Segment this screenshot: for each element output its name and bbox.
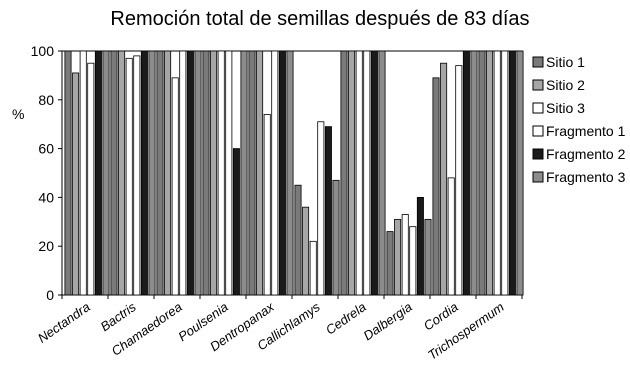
- bar: [462, 50, 470, 296]
- y-tick-label: 100: [31, 43, 55, 59]
- bar: [455, 65, 463, 296]
- x-tick-label: Dalbergia: [361, 299, 415, 343]
- bar: [355, 50, 363, 296]
- bar: [248, 50, 256, 296]
- bar: [317, 121, 325, 296]
- y-tick-label: 60: [38, 141, 54, 157]
- bar: [378, 50, 386, 296]
- chart-title: Remoción total de semillas después de 83…: [110, 8, 529, 30]
- bar: [179, 50, 187, 296]
- y-tick-label: 0: [46, 287, 54, 303]
- legend-label: Fragmento 1: [546, 123, 626, 139]
- bar: [210, 50, 218, 296]
- bar: [263, 114, 271, 296]
- legend-label: Fragmento 3: [546, 169, 626, 185]
- legend-label: Sitio 2: [546, 77, 585, 93]
- bar: [148, 50, 156, 296]
- bar: [501, 50, 509, 296]
- bar: [286, 50, 294, 296]
- bar: [133, 55, 141, 296]
- bar: [64, 50, 72, 296]
- bar: [94, 50, 102, 296]
- legend-swatch: [532, 171, 544, 183]
- x-tick-label: Cordia: [421, 299, 461, 333]
- bar: [271, 50, 279, 296]
- legend-swatch: [532, 125, 544, 137]
- bar: [140, 50, 148, 296]
- legend-label: Fragmento 2: [546, 146, 626, 162]
- bar: [508, 50, 516, 296]
- bar: [171, 77, 179, 296]
- legend-swatch: [532, 148, 544, 160]
- bar: [217, 50, 225, 296]
- bar: [186, 50, 194, 296]
- legend: Sitio 1 Sitio 2 Sitio 3 Fragmento 1 Fragment…: [532, 54, 626, 185]
- bar: [309, 240, 317, 296]
- y-tick-label: 20: [38, 238, 54, 254]
- bar: [394, 218, 402, 296]
- bar: [440, 62, 448, 296]
- bar: [478, 50, 486, 296]
- bar: [125, 57, 133, 296]
- bar: [493, 50, 501, 296]
- bar: [340, 50, 348, 296]
- bar: [278, 50, 286, 296]
- legend-swatch: [532, 102, 544, 114]
- bar: [516, 50, 524, 296]
- bar: [164, 50, 172, 296]
- bar: [470, 50, 478, 296]
- y-tick-label: 80: [38, 92, 54, 108]
- bar: [102, 50, 110, 296]
- bar: [79, 50, 87, 296]
- bar: [240, 50, 248, 296]
- legend-label: Sitio 1: [546, 54, 585, 70]
- legend-swatch: [532, 79, 544, 91]
- bar: [386, 231, 394, 296]
- bar: [118, 50, 126, 296]
- bar: [432, 77, 440, 296]
- bar: [156, 50, 164, 296]
- bar: [363, 50, 371, 296]
- bar: [486, 50, 494, 296]
- bar: [370, 50, 378, 296]
- legend-swatch: [532, 56, 544, 68]
- legend-label: Sitio 3: [546, 100, 585, 116]
- bar: [424, 218, 432, 296]
- bar: [256, 50, 264, 296]
- bar: [324, 126, 332, 296]
- y-axis-label: %: [12, 106, 24, 122]
- bar: [194, 50, 202, 296]
- bar: [447, 177, 455, 296]
- bar: [302, 206, 310, 296]
- bar: [348, 50, 356, 296]
- bar: [416, 196, 424, 296]
- bar: [110, 50, 118, 296]
- bar: [332, 179, 340, 296]
- bar: [294, 184, 302, 296]
- bar: [409, 226, 417, 296]
- bar: [232, 148, 240, 296]
- bar: [72, 72, 80, 296]
- bar: [202, 50, 210, 296]
- y-tick-label: 40: [38, 189, 54, 205]
- bar: [401, 214, 409, 296]
- bar: [225, 50, 233, 296]
- bar: [87, 62, 95, 296]
- x-tick-label: Nectandra: [35, 299, 93, 346]
